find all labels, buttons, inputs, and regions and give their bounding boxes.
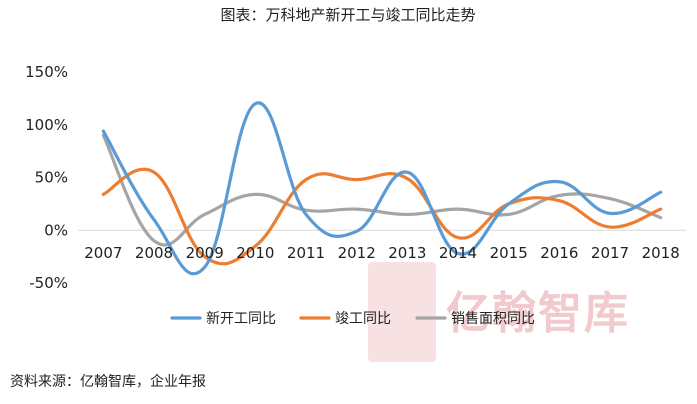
y-tick-label: 0% <box>44 221 68 239</box>
y-tick-label: -50% <box>29 274 68 292</box>
watermark: 亿翰智库 <box>368 262 630 362</box>
x-axis: 2007 2008 2009 2010 2011 2012 2013 2014 2015 2016… <box>84 244 680 262</box>
x-tick-label: 2018 <box>642 244 680 262</box>
y-tick-label: 100% <box>25 116 68 134</box>
x-tick-label: 2008 <box>135 244 173 262</box>
x-tick-label: 2010 <box>236 244 274 262</box>
legend-label: 销售面积同比 <box>451 311 535 327</box>
y-tick-label: 150% <box>25 63 68 81</box>
watermark-seal <box>368 262 436 362</box>
x-tick-label: 2009 <box>186 244 224 262</box>
x-tick-label: 2011 <box>287 244 325 262</box>
x-tick-label: 2017 <box>591 244 629 262</box>
series-lines <box>101 101 663 276</box>
x-tick-label: 2007 <box>84 244 122 262</box>
legend-label: 新开工同比 <box>206 311 276 327</box>
series-line-1 <box>101 167 663 266</box>
y-tick-label: 50% <box>35 169 68 187</box>
y-axis: 150% 100% 50% 0% -50% <box>25 63 68 292</box>
legend-label: 竣工同比 <box>335 311 391 327</box>
legend: 新开工同比 竣工同比 销售面积同比 <box>170 311 535 327</box>
x-tick-label: 2012 <box>338 244 376 262</box>
watermark-text: 亿翰智库 <box>446 288 630 339</box>
x-tick-label: 2013 <box>388 244 426 262</box>
x-tick-label: 2016 <box>540 244 578 262</box>
x-tick-label: 2015 <box>490 244 528 262</box>
x-tick-label: 2014 <box>439 244 477 262</box>
series-line-2 <box>101 133 663 247</box>
series-line-0 <box>101 101 663 276</box>
chart-title: 图表：万科地产新开工与竣工同比走势 <box>220 6 475 24</box>
source-note: 资料来源：亿翰智库，企业年报 <box>10 374 206 390</box>
